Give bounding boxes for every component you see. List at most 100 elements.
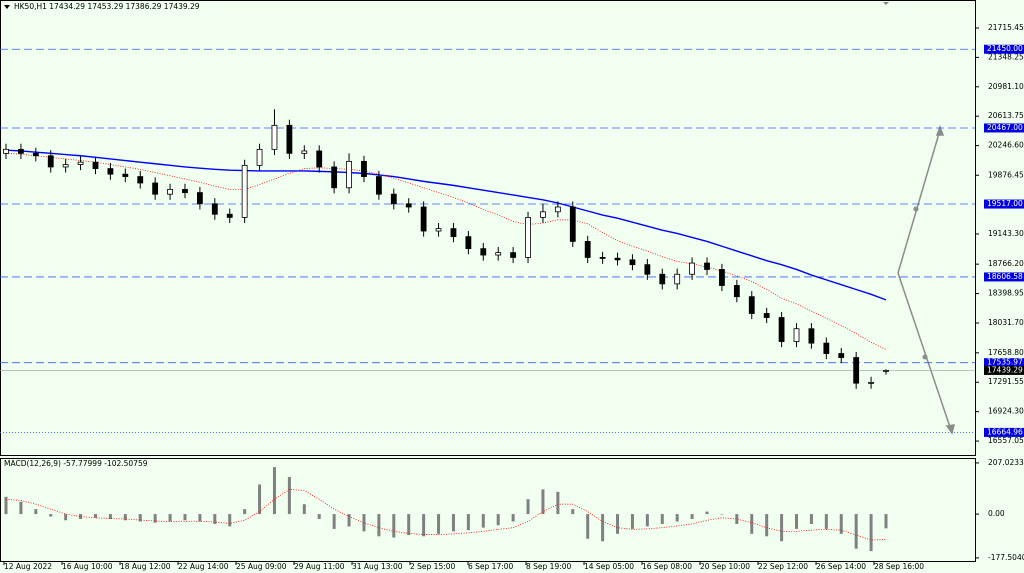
y-tick-label: 17658.80 [988, 348, 1024, 357]
macd-bar [571, 509, 575, 515]
candle-body [659, 273, 666, 285]
candle-body [823, 342, 830, 354]
macd-bar [451, 514, 455, 532]
candle-body [704, 262, 710, 270]
macd-bar [809, 514, 813, 524]
candle-body [107, 168, 114, 175]
candle-body [554, 206, 561, 213]
level-label: 21450.00 [987, 44, 1023, 53]
x-tick-label: 28 Sep 16:00 [874, 562, 924, 571]
macd-bar [675, 514, 679, 522]
macd-bar [302, 504, 306, 515]
x-tick-label: 31 Aug 13:00 [352, 562, 403, 571]
y-tick-label: 16924.30 [988, 407, 1024, 416]
current-price-box [984, 365, 1024, 375]
candle-body [883, 370, 889, 372]
x-tick-label: 29 Aug 11:00 [294, 562, 345, 571]
level-label: 18606.58 [987, 272, 1023, 281]
macd-bar [466, 514, 470, 531]
candle-body [182, 188, 188, 193]
candle-body [853, 357, 860, 384]
macd-bar [317, 514, 321, 520]
macd-bar [690, 514, 694, 520]
macd-bar [541, 489, 545, 515]
candle-body [331, 166, 338, 189]
candle-body [599, 257, 606, 259]
y-tick-label: 19143.30 [988, 229, 1024, 238]
macd-bar [392, 514, 396, 538]
candle-body [838, 353, 845, 358]
macd-bar [183, 514, 187, 521]
candle-body [211, 203, 218, 215]
candle-body [405, 203, 412, 208]
candle-body [540, 211, 546, 218]
projection-arrows [897, 124, 955, 435]
level-label-box [984, 123, 1024, 133]
candle-body [793, 328, 800, 342]
candle-body [629, 259, 636, 266]
macd-bar [258, 484, 262, 515]
level-label-box [984, 358, 1024, 368]
macd-bar [407, 514, 411, 536]
candle-body [361, 160, 367, 177]
y-tick-label: -177.50405 [988, 553, 1024, 562]
candle-body [584, 241, 591, 258]
candle-body [196, 192, 203, 205]
macd-bar [720, 514, 724, 515]
x-tick-label: 14 Sep 05:00 [584, 562, 634, 571]
macd-bar [824, 514, 828, 529]
shift-marker [883, 2, 889, 5]
candle-body [733, 285, 740, 298]
macd-bar [750, 514, 754, 534]
macd-bar [347, 514, 351, 527]
candle-body [719, 269, 725, 286]
macd-bar [168, 514, 172, 522]
macd-bar [780, 514, 784, 542]
macd-bar [481, 514, 485, 528]
chart-title: HK50,H1 17434.29 17453.29 17386.29 17439… [14, 2, 200, 11]
candle-body [614, 257, 621, 261]
arrow-head [945, 424, 955, 435]
candle-body [241, 164, 248, 218]
candle-body [346, 160, 352, 189]
macd-bar [93, 514, 97, 518]
x-tick-label: 12 Aug 2022 [4, 562, 52, 571]
y-tick-label: 18031.70 [988, 318, 1024, 327]
macd-bar [511, 514, 515, 522]
candle-body [271, 124, 278, 150]
macd-bar [332, 514, 336, 529]
candle-body [763, 313, 770, 318]
candle-body [450, 228, 457, 238]
candle-body [286, 124, 293, 154]
macd-bar [496, 514, 500, 526]
menu-triangle[interactable] [4, 5, 10, 9]
x-tick-label: 25 Aug 09:00 [236, 562, 287, 571]
x-tick-label: 16 Aug 10:00 [62, 562, 113, 571]
current-price-label: 17439.29 [987, 365, 1023, 374]
arrow-down [897, 272, 952, 431]
x-tick-label: 26 Sep 14:00 [816, 562, 866, 571]
candle-body [674, 273, 681, 285]
y-tick-label: 20246.60 [988, 141, 1024, 150]
macd-bar [108, 514, 112, 520]
x-tick-label: 18 Aug 12:00 [120, 562, 171, 571]
level-label-box [984, 44, 1024, 54]
macd-bar [422, 514, 426, 537]
x-tick-label: 6 Sep 17:00 [468, 562, 514, 571]
macd-bar [153, 514, 157, 523]
candle-body [3, 148, 9, 154]
macd-bar [79, 514, 83, 520]
macd-bar [198, 514, 202, 522]
candle-body [495, 252, 502, 256]
arrow-up [897, 129, 941, 274]
macd-bar [526, 499, 530, 515]
candle-body [808, 328, 815, 344]
candle-body [465, 236, 472, 250]
y-tick-label: 20613.75 [988, 111, 1024, 120]
arrow-node [922, 354, 928, 360]
y-tick-label: 21348.25 [988, 52, 1024, 61]
x-tick-label: 2 Sep 15:00 [410, 562, 456, 571]
candle-body [748, 296, 755, 314]
